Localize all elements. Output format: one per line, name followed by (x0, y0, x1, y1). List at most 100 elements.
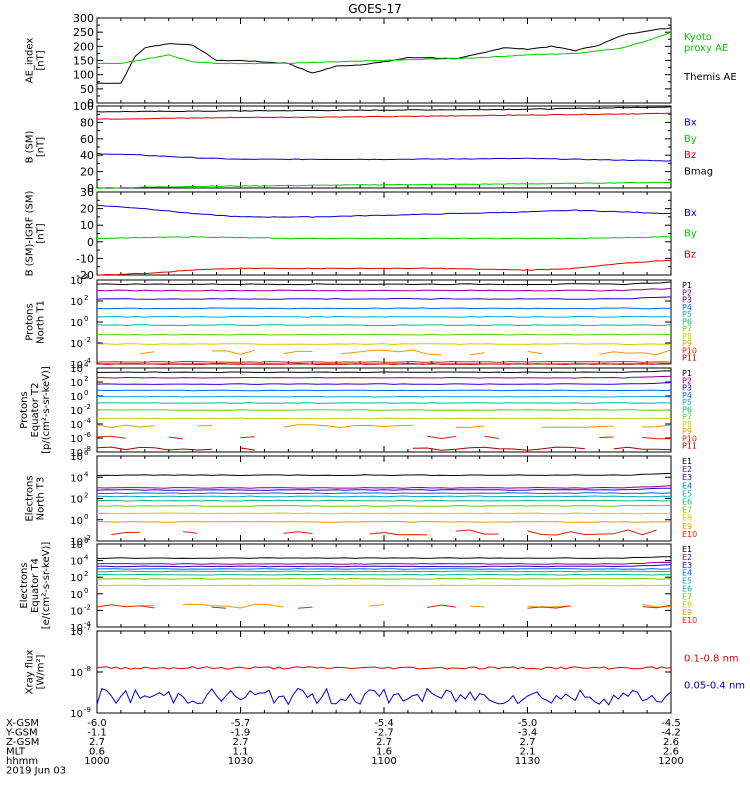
channel-line (283, 350, 313, 355)
channel-line (96, 435, 126, 439)
y-axis-label: [W/m²] (36, 654, 47, 689)
channel-line (211, 606, 227, 609)
channel-label: P7 (682, 325, 692, 334)
y-tick-label: 10 (70, 339, 83, 350)
orbit-footer: X-GSM -6.0 -5.7 -5.4 -5.0 -4.5 Y-GSM -1.1 -1.9 -2… (5, 718, 684, 777)
channel-label: E3 (682, 473, 692, 482)
series-line (96, 31, 672, 65)
channel-line (111, 531, 141, 536)
channel-line (96, 485, 672, 489)
y-tick-label: 250 (73, 26, 94, 39)
y-tick-exponent: -2 (84, 336, 91, 344)
legend-entry: Bx (684, 208, 697, 219)
channel-line (283, 531, 313, 534)
y-axis-label: Equator T2 (30, 383, 41, 438)
channel-label: P1 (682, 369, 692, 378)
y-tick-label: 40 (80, 149, 94, 162)
channel-line (96, 389, 672, 392)
channel-line (96, 375, 672, 379)
y-tick-label: 10 (70, 709, 83, 720)
y-axis-label: [nT] (36, 50, 47, 70)
series-line (96, 204, 672, 218)
channel-line (168, 436, 184, 440)
series-line (96, 235, 672, 240)
channel-line (412, 446, 585, 451)
y-tick-label: 300 (73, 12, 94, 25)
y-tick-label: 10 (70, 448, 83, 459)
channel-label: P10 (682, 434, 697, 443)
y-tick-exponent: 0 (84, 315, 88, 323)
channel-label: P8 (682, 420, 692, 429)
panel-frame (96, 455, 672, 542)
y-tick-label: 10 (70, 473, 83, 484)
channel-label: P11 (682, 442, 697, 451)
y-axis-label: Xray flux (25, 650, 36, 695)
legend-entry: 0.05-0.4 nm (684, 681, 745, 692)
channel-line (527, 605, 571, 609)
channel-line (240, 447, 255, 451)
series-line (96, 106, 672, 113)
y-tick-label: 0 (87, 182, 94, 195)
xray-line (96, 666, 672, 670)
channel-line (96, 495, 672, 498)
channel-line (97, 577, 672, 580)
channel-line (96, 492, 672, 495)
y-tick-label: 0 (87, 97, 94, 110)
channel-label: P3 (682, 384, 692, 393)
y-tick-exponent: -6 (84, 431, 92, 439)
footer-value: 1.1 (233, 747, 249, 758)
channel-line (96, 573, 672, 576)
y-tick-exponent: 2 (84, 570, 88, 578)
channel-label: E5 (682, 577, 692, 586)
series-line (97, 181, 672, 189)
channel-line (96, 520, 672, 523)
channel-line (527, 529, 657, 536)
y-axis-label: [nT] (36, 223, 47, 243)
y-tick-label: 100 (73, 69, 94, 82)
channel-line (96, 333, 672, 336)
y-tick-exponent: 4 (84, 554, 89, 562)
legend-entry: By (684, 134, 697, 145)
channel-line (211, 349, 255, 355)
legend-entry: 0.1-0.8 nm (684, 653, 739, 664)
channel-label: E1 (682, 545, 692, 554)
y-tick-label: 10 (80, 219, 94, 232)
y-tick-exponent: 4 (84, 361, 89, 369)
legend-entry: Bmag (684, 167, 713, 178)
footer-value: -5.0 (518, 718, 538, 729)
y-tick-label: 30 (80, 186, 94, 199)
plot-title: GOES-17 (348, 2, 402, 16)
y-tick-label: 10 (70, 606, 83, 617)
y-axis-label: North T1 (36, 300, 47, 344)
y-tick-exponent: -2 (84, 403, 91, 411)
channel-line (427, 435, 456, 440)
y-tick-exponent: 4 (84, 273, 89, 281)
y-tick-label: 10 (70, 420, 83, 431)
legend-entry: By (684, 229, 697, 240)
y-tick-label: 10 (70, 276, 83, 287)
channel-line (96, 281, 672, 286)
channel-label: P6 (682, 405, 692, 414)
y-tick-label: 10 (70, 452, 83, 463)
channel-line (96, 343, 671, 346)
footer-value: 1200 (658, 756, 683, 767)
channel-label: E9 (682, 608, 692, 617)
y-axis-label: [p/(cm²-s-sr-keV)] (41, 366, 52, 454)
channel-label: P1 (682, 281, 692, 290)
y-tick-label: 10 (70, 434, 83, 445)
channel-label: E10 (682, 530, 697, 539)
channel-line (96, 487, 672, 491)
y-tick-label: 10 (70, 318, 83, 329)
channel-label: E4 (682, 481, 692, 490)
footer-value: -3.4 (518, 728, 538, 739)
footer-value: 2.1 (520, 747, 536, 758)
y-tick-exponent: 2 (84, 375, 88, 383)
channel-line (183, 531, 198, 534)
channel-line (484, 435, 499, 439)
panel-frame (96, 279, 672, 365)
channel-line (96, 424, 155, 429)
legend-entry: Bx (684, 117, 697, 128)
